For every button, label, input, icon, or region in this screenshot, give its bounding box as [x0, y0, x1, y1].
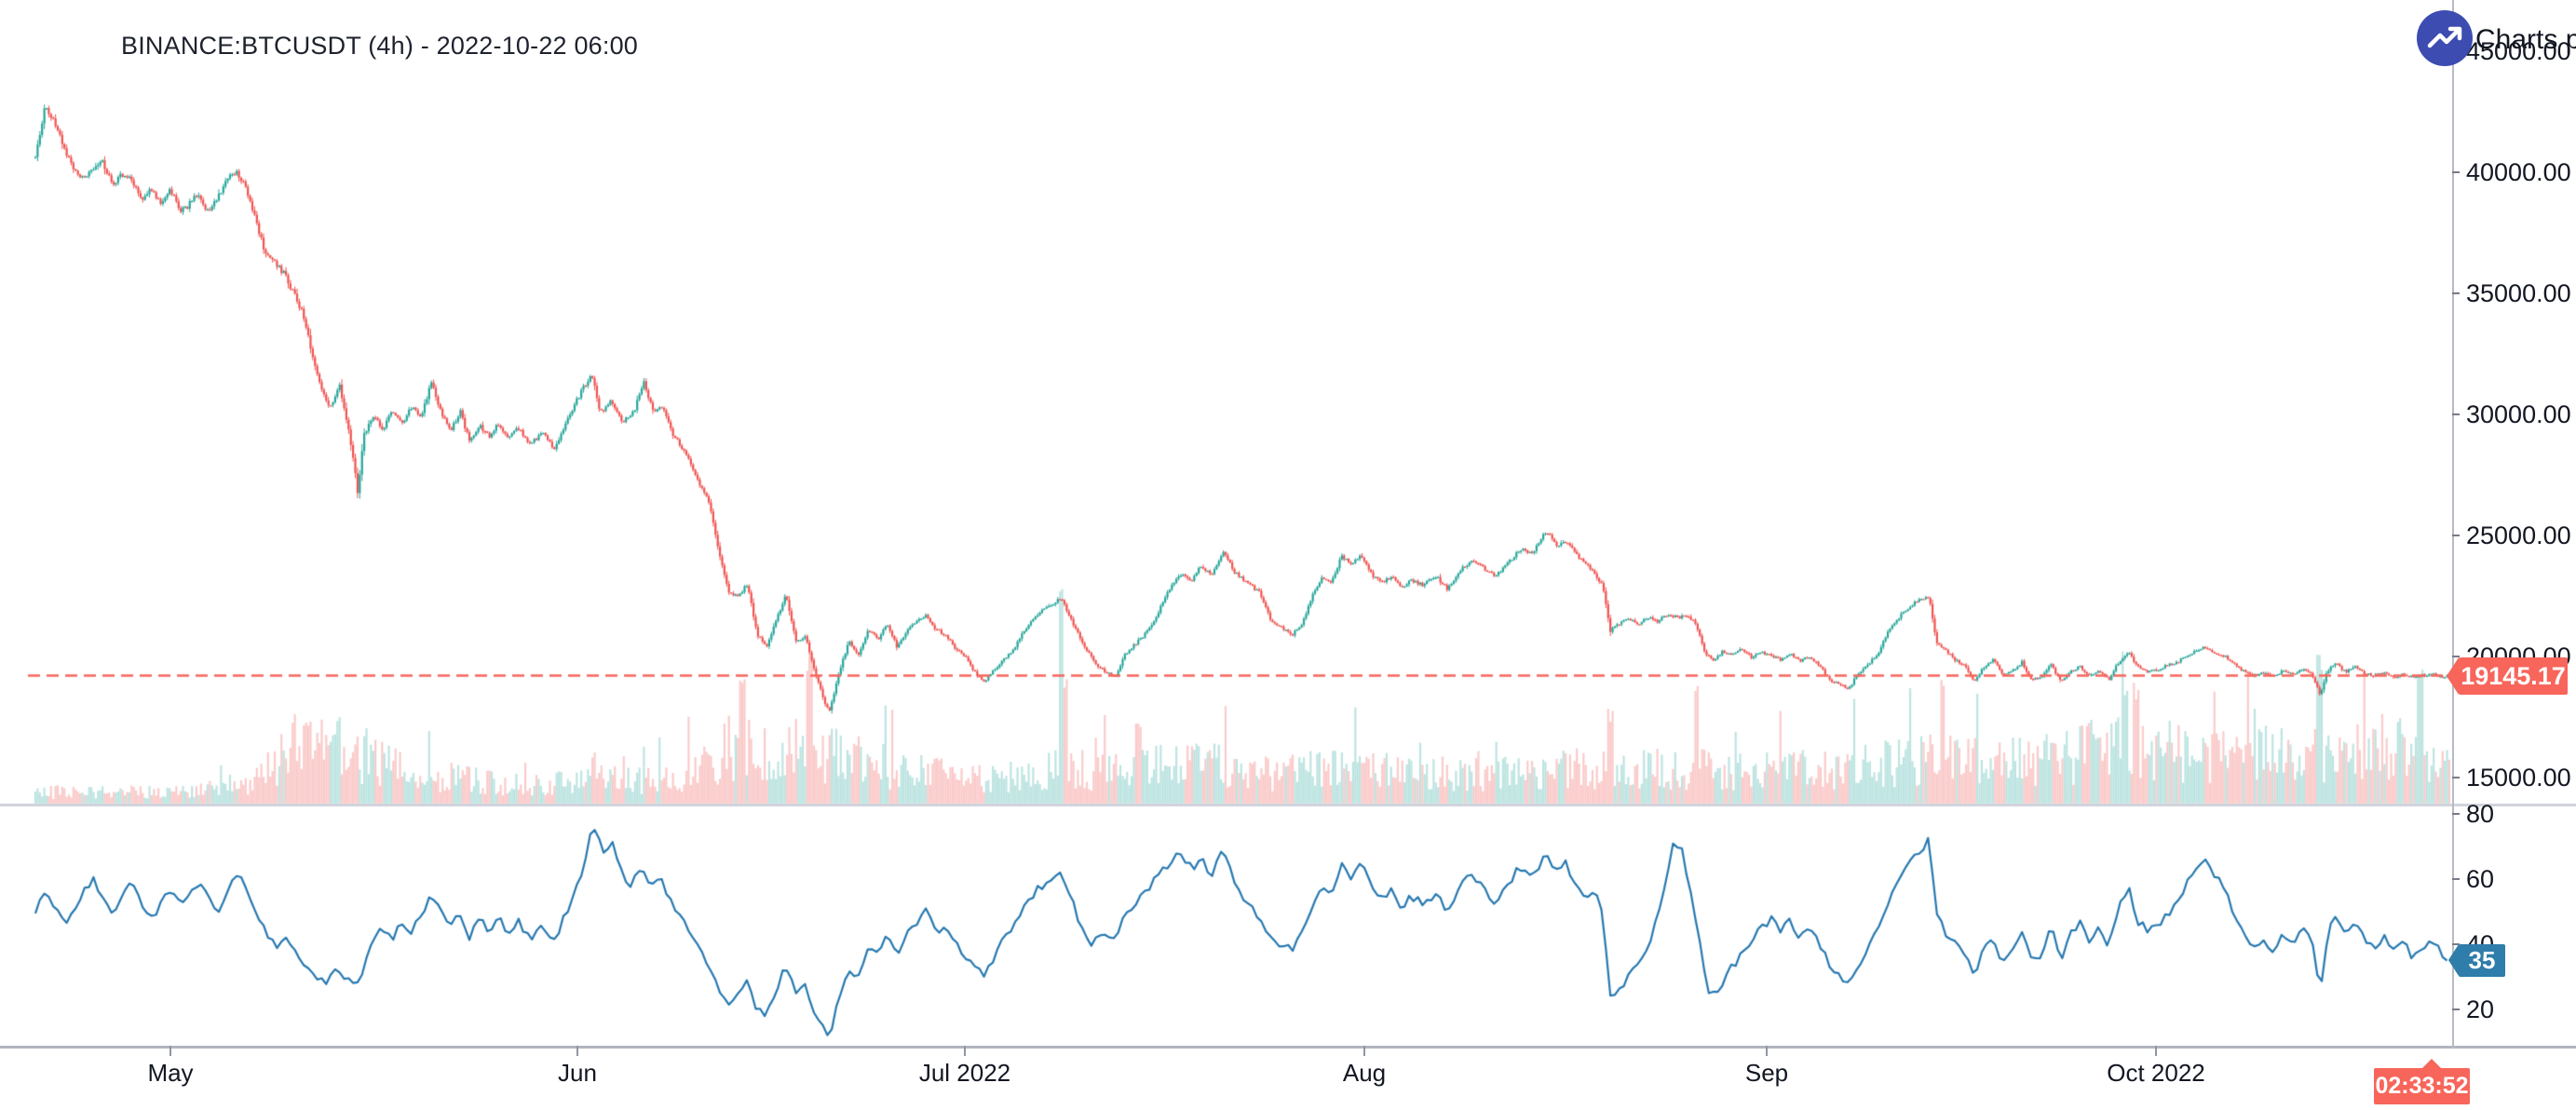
- time-axis-tick: [1363, 1046, 1365, 1056]
- branding-label[interactable]: Charts p: [2475, 24, 2576, 55]
- price-axis-tick: [2452, 535, 2460, 536]
- price-axis-label: 35000.00: [2466, 279, 2571, 307]
- price-axis-tick: [2452, 413, 2460, 415]
- time-axis-line: [0, 1046, 2576, 1049]
- time-axis-label: Sep: [1744, 1059, 1789, 1087]
- last-price-value: 19145.17: [2461, 661, 2566, 690]
- price-axis-tick: [2452, 292, 2460, 294]
- price-axis-label: 40000.00: [2466, 158, 2571, 186]
- time-axis-label: Jul 2022: [918, 1059, 1011, 1087]
- time-axis-label: Jun: [558, 1059, 597, 1087]
- price-axis-tick: [2452, 777, 2460, 778]
- bar-countdown-tag: 02:33:52: [2374, 1059, 2470, 1104]
- pane-divider[interactable]: [0, 804, 2576, 806]
- price-axis-tick: [2452, 656, 2460, 657]
- rsi-axis-tick: [2452, 813, 2460, 815]
- time-axis-label: May: [147, 1059, 194, 1087]
- time-axis-tick: [964, 1046, 966, 1056]
- rsi-axis-label: 80: [2466, 800, 2495, 828]
- rsi-axis-tick: [2452, 878, 2460, 880]
- price-axis-line: [2452, 0, 2454, 1049]
- price-axis-label: 45000.00: [2466, 37, 2571, 65]
- rsi-axis-tick: [2452, 1008, 2460, 1010]
- price-axis-label: 30000.00: [2466, 400, 2571, 428]
- price-axis-label: 15000.00: [2466, 764, 2571, 792]
- trending-up-icon[interactable]: [2417, 10, 2473, 66]
- price-axis-tick: [2452, 171, 2460, 173]
- tradingview-branding-link[interactable]: Charts p: [2417, 10, 2576, 66]
- rsi-axis-label: 20: [2466, 995, 2495, 1023]
- rsi-axis-label: 60: [2466, 865, 2495, 893]
- time-axis-tick: [2155, 1046, 2157, 1056]
- time-axis-tick: [1766, 1046, 1768, 1056]
- last-price-tag: 19145.17: [2447, 657, 2568, 695]
- bar-countdown-value: 02:33:52: [2375, 1073, 2469, 1099]
- time-axis-label: Oct 2022: [2107, 1059, 2205, 1087]
- time-axis-label: Aug: [1342, 1059, 1387, 1087]
- rsi-value-tag: 35: [2448, 944, 2505, 977]
- price-axis-label: 25000.00: [2466, 521, 2571, 549]
- time-axis-tick: [169, 1046, 171, 1056]
- time-axis-tick: [576, 1046, 578, 1056]
- chart-title: BINANCE:BTCUSDT (4h) - 2022-10-22 06:00: [121, 32, 639, 60]
- rsi-value: 35: [2468, 946, 2496, 974]
